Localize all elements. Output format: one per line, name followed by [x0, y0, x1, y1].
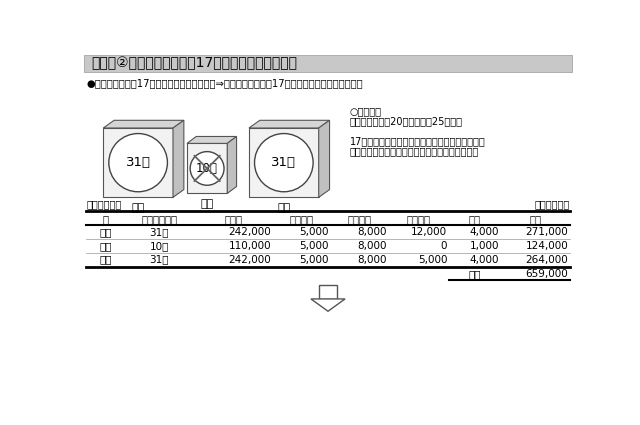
- Text: ○給与規定: ○給与規定: [349, 106, 381, 116]
- Bar: [84, 55, 572, 72]
- Circle shape: [255, 133, 313, 192]
- Text: （単位：円）: （単位：円）: [534, 199, 570, 209]
- Text: 242,000: 242,000: [228, 255, 271, 265]
- Text: 月: 月: [103, 214, 109, 224]
- Text: 8,000: 8,000: [357, 241, 387, 251]
- Bar: [103, 128, 173, 197]
- Text: 31日: 31日: [125, 156, 150, 169]
- Text: 124,000: 124,000: [525, 241, 568, 251]
- Text: ４月: ４月: [131, 203, 145, 213]
- Text: 5,000: 5,000: [418, 255, 447, 265]
- Text: 4,000: 4,000: [470, 227, 499, 237]
- Text: ６月: ６月: [100, 255, 112, 265]
- Polygon shape: [173, 120, 184, 197]
- Text: 4,000: 4,000: [470, 255, 499, 265]
- Text: 合計: 合計: [529, 214, 541, 224]
- Text: 242,000: 242,000: [228, 227, 271, 237]
- Text: 基本給: 基本給: [224, 214, 242, 224]
- Text: 《賃金台帳》: 《賃金台帳》: [86, 199, 122, 209]
- Text: 10日: 10日: [150, 241, 169, 251]
- Text: 0: 0: [441, 241, 447, 251]
- Text: ５月: ５月: [200, 199, 214, 209]
- Text: 月給制・毎月20日締、当月25日支払: 月給制・毎月20日締、当月25日支払: [349, 116, 463, 127]
- Text: ケース②　支払基础日数に17日未満の月があるとき: ケース② 支払基础日数に17日未満の月があるとき: [91, 57, 297, 70]
- Text: 8,000: 8,000: [357, 227, 387, 237]
- Text: 31日: 31日: [271, 156, 296, 169]
- Text: ●支払基础日数に17日未満の月がある場合　⇒　支払基础日数が17日以上の月を対象とします。: ●支払基础日数に17日未満の月がある場合 ⇒ 支払基础日数が17日以上の月を対象…: [86, 78, 363, 88]
- Text: 1,000: 1,000: [470, 241, 499, 251]
- Text: 12,000: 12,000: [411, 227, 447, 237]
- Text: 10日: 10日: [196, 162, 218, 175]
- Text: 5,000: 5,000: [300, 255, 329, 265]
- Text: 31日: 31日: [150, 227, 169, 237]
- Text: 271,000: 271,000: [525, 227, 568, 237]
- Text: その月数「２」で割って報酉月額を算出します。: その月数「２」で割って報酉月額を算出します。: [349, 147, 479, 156]
- Text: 17日未満の月を除いた４月・６月の報酉の合計を: 17日未満の月を除いた４月・６月の報酉の合計を: [349, 136, 486, 147]
- Text: 残業手当: 残業手当: [406, 214, 431, 224]
- Text: 通勤手当: 通勤手当: [348, 214, 371, 224]
- Text: 支払基础日数: 支払基础日数: [141, 214, 177, 224]
- Text: 5,000: 5,000: [300, 241, 329, 251]
- Text: ４月: ４月: [100, 227, 112, 237]
- Text: ６月: ６月: [277, 203, 291, 213]
- Text: 昼食: 昼食: [468, 214, 481, 224]
- Text: 110,000: 110,000: [228, 241, 271, 251]
- Text: ５月: ５月: [100, 241, 112, 251]
- Text: 264,000: 264,000: [525, 255, 568, 265]
- Text: 5,000: 5,000: [300, 227, 329, 237]
- Text: 659,000: 659,000: [525, 269, 568, 279]
- Text: 総計: 総計: [468, 269, 481, 279]
- Circle shape: [109, 133, 168, 192]
- Polygon shape: [249, 120, 330, 128]
- Text: 31日: 31日: [150, 255, 169, 265]
- Circle shape: [190, 152, 224, 185]
- Polygon shape: [103, 120, 184, 128]
- Polygon shape: [311, 299, 345, 311]
- Polygon shape: [227, 136, 237, 193]
- Text: 8,000: 8,000: [357, 255, 387, 265]
- Polygon shape: [319, 120, 330, 197]
- Polygon shape: [187, 136, 237, 143]
- Text: 住宅手当: 住宅手当: [290, 214, 314, 224]
- Bar: [319, 285, 337, 299]
- Bar: [249, 128, 319, 197]
- Bar: [187, 143, 227, 193]
